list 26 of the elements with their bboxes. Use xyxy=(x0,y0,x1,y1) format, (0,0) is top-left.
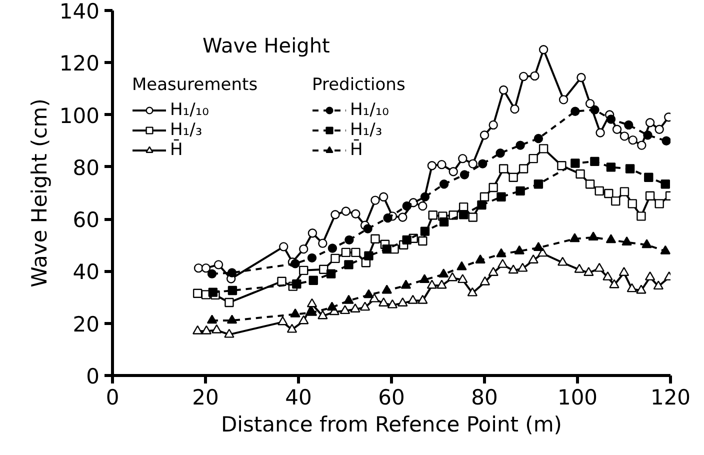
y-tick-label: 100 xyxy=(59,104,100,128)
y-tick-label: 60 xyxy=(72,208,100,232)
x-tick-label: 80 xyxy=(471,386,498,410)
x-tick-label: 0 xyxy=(106,386,120,410)
y-tick-label: 80 xyxy=(72,156,100,180)
y-tick-label: 140 xyxy=(59,0,100,24)
y-tick-label: 40 xyxy=(72,260,100,284)
x-tick-label: 40 xyxy=(285,386,312,410)
legend-label: H₁/₁₀ xyxy=(170,100,209,120)
y-tick-label: 20 xyxy=(72,312,100,336)
text: Predictions xyxy=(312,75,406,95)
text: Wave Height xyxy=(202,34,330,58)
x-tick-label: 20 xyxy=(192,386,219,410)
legend-label: H₁/₃ xyxy=(170,120,202,140)
legend-label: H̄ xyxy=(170,140,184,160)
text: Measurements xyxy=(132,75,258,95)
y-tick-label: 0 xyxy=(86,364,100,388)
x-tick-label: 100 xyxy=(557,386,598,410)
legend-label: H₁/₃ xyxy=(350,120,382,140)
y-axis-title: Wave Height (cm) xyxy=(27,98,52,288)
legend-label: H̄ xyxy=(350,140,364,160)
x-tick-label: 60 xyxy=(378,386,405,410)
x-axis-title: Distance from Refence Point (m) xyxy=(220,412,562,436)
x-tick-label: 120 xyxy=(650,386,691,410)
legend-label: H₁/₁₀ xyxy=(350,100,389,120)
y-tick-label: 120 xyxy=(59,52,100,76)
